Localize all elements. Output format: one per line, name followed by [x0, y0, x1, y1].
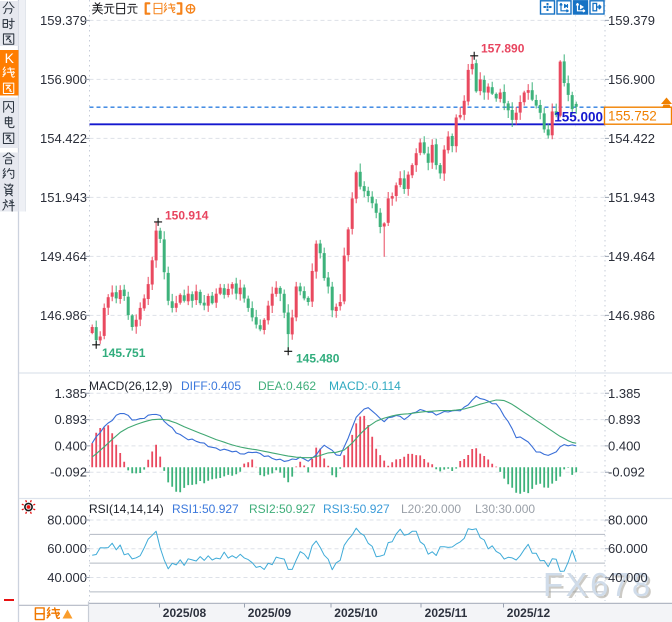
- svg-text:2025/10: 2025/10: [334, 606, 378, 620]
- svg-text:RSI3:50.927: RSI3:50.927: [323, 502, 390, 516]
- svg-text:146.986: 146.986: [40, 308, 87, 323]
- svg-text:155.752: 155.752: [608, 109, 657, 124]
- svg-text:156.900: 156.900: [40, 72, 87, 87]
- svg-text:1.385: 1.385: [54, 386, 87, 401]
- svg-text:155.000: 155.000: [554, 110, 603, 125]
- svg-text:2025/11: 2025/11: [425, 606, 468, 620]
- svg-text:145.751: 145.751: [102, 346, 146, 360]
- svg-text:157.890: 157.890: [481, 42, 525, 56]
- svg-text:150.914: 150.914: [165, 209, 209, 223]
- svg-text:151.943: 151.943: [608, 190, 655, 205]
- svg-text:60.000: 60.000: [47, 541, 87, 556]
- svg-text:2025/09: 2025/09: [248, 606, 292, 620]
- svg-text:MACD(26,12,9): MACD(26,12,9): [89, 379, 172, 393]
- svg-text:159.379: 159.379: [40, 13, 87, 28]
- svg-text:0.893: 0.893: [608, 412, 641, 427]
- svg-text:0.400: 0.400: [608, 438, 641, 453]
- svg-text:60.000: 60.000: [608, 541, 648, 556]
- svg-text:151.943: 151.943: [40, 190, 87, 205]
- svg-text:K: K: [5, 50, 15, 66]
- svg-text:L20:20.000: L20:20.000: [401, 502, 461, 516]
- svg-text:DEA:0.462: DEA:0.462: [258, 379, 316, 393]
- svg-text:0.893: 0.893: [54, 412, 87, 427]
- svg-text:1.385: 1.385: [608, 386, 641, 401]
- svg-text:146.986: 146.986: [608, 308, 655, 323]
- svg-text:FX678: FX678: [545, 568, 655, 605]
- svg-text:-0.092: -0.092: [608, 465, 645, 480]
- svg-text:154.422: 154.422: [608, 131, 655, 146]
- svg-text:80.000: 80.000: [608, 513, 648, 528]
- svg-text:154.422: 154.422: [40, 131, 87, 146]
- svg-text:0.400: 0.400: [54, 438, 87, 453]
- svg-text:149.464: 149.464: [608, 249, 655, 264]
- svg-text:80.000: 80.000: [47, 513, 87, 528]
- svg-text:-0.092: -0.092: [50, 465, 87, 480]
- svg-text:RSI(14,14,14): RSI(14,14,14): [89, 502, 164, 516]
- svg-text:149.464: 149.464: [40, 249, 87, 264]
- svg-text:L30:30.000: L30:30.000: [475, 502, 535, 516]
- svg-text:RSI2:50.927: RSI2:50.927: [249, 502, 316, 516]
- svg-text:145.480: 145.480: [296, 352, 340, 366]
- svg-text:40.000: 40.000: [47, 570, 87, 585]
- svg-text:156.900: 156.900: [608, 72, 655, 87]
- svg-text:FX678: FX678: [543, 566, 653, 603]
- svg-text:40.000: 40.000: [608, 570, 648, 585]
- svg-text:DIFF:0.405: DIFF:0.405: [181, 379, 241, 393]
- svg-text:2025/12: 2025/12: [507, 606, 551, 620]
- svg-text:MACD:-0.114: MACD:-0.114: [329, 379, 401, 393]
- svg-text:2025/08: 2025/08: [163, 606, 207, 620]
- svg-text:159.379: 159.379: [608, 13, 655, 28]
- svg-text:RSI1:50.927: RSI1:50.927: [172, 502, 239, 516]
